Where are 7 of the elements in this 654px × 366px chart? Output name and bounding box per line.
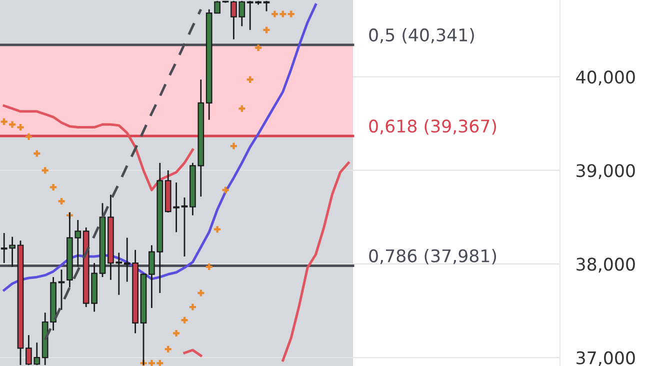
y-tick-label: 38,000: [576, 258, 635, 273]
ref-line-label: 0,5 (40,341): [369, 28, 474, 44]
ref-line-label: 0,786 (37,981): [369, 248, 496, 264]
ref-line-label: 0,618 (39,367): [369, 119, 496, 135]
y-tick-label: 39,000: [576, 164, 635, 179]
y-tick-label: 40,000: [576, 70, 635, 86]
y-tick-label: 37,000: [576, 351, 635, 366]
